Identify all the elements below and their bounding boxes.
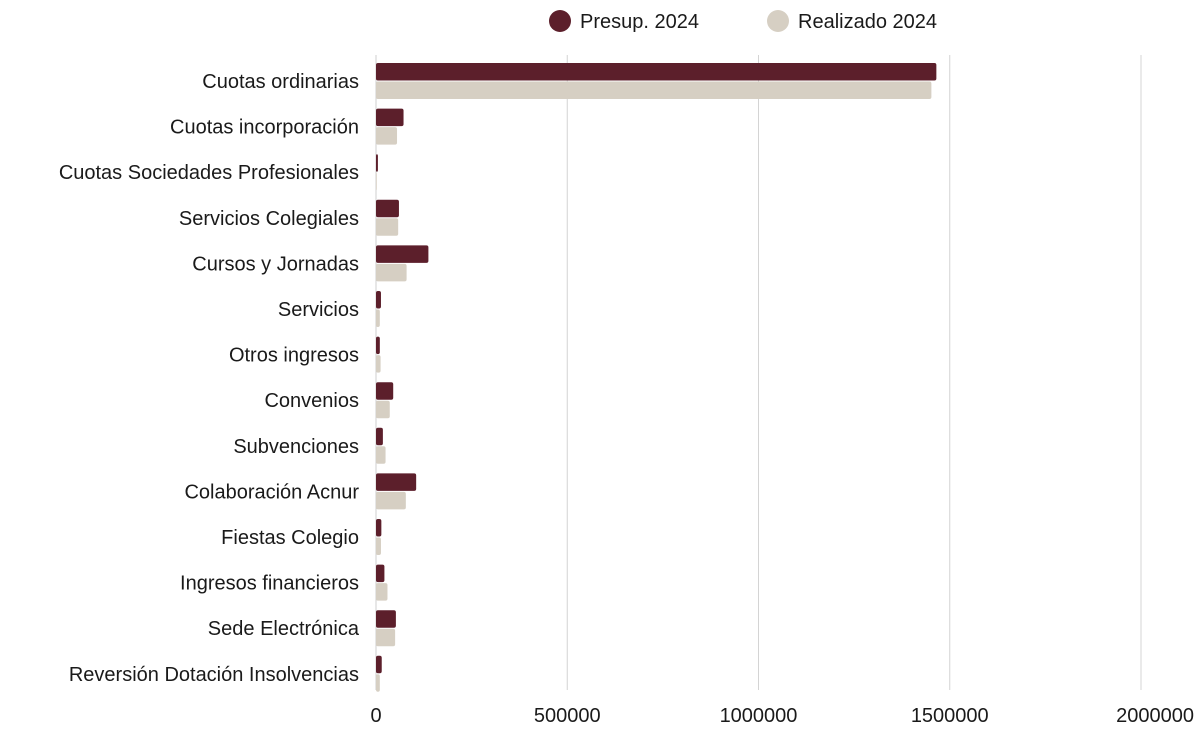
category-label-subvenciones: Subvenciones [233,436,359,458]
legend-label-realizado-2024: Realizado 2024 [798,11,937,33]
bar-realizado-2024-fiestas-colegio [376,537,381,555]
category-label-colaboracion-acnur: Colaboración Acnur [184,481,359,503]
bar-presup-2024-reversion-dotacion-insolvencias [376,655,382,674]
bar-realizado-2024-convenios [376,400,390,419]
bar-realizado-2024-subvenciones [376,446,386,464]
bars [376,63,937,692]
category-label-fiestas-colegio: Fiestas Colegio [221,527,359,549]
category-label-cursos-y-jornadas: Cursos y Jornadas [192,253,359,275]
x-tick-label-1500000: 1500000 [911,705,989,726]
bar-presup-2024-colaboracion-acnur [376,473,417,491]
bar-presup-2024-subvenciones [376,427,383,446]
category-label-otros-ingresos: Otros ingresos [229,345,359,367]
x-tick-label-2000000: 2000000 [1116,705,1194,726]
bar-presup-2024-servicios [376,291,381,309]
bar-realizado-2024-reversion-dotacion-insolvencias [376,674,380,692]
bar-presup-2024-ingresos-financieros [376,564,385,583]
bar-realizado-2024-ingresos-financieros [376,583,388,601]
bar-presup-2024-sede-electronica [376,610,396,628]
bar-presup-2024-cuotas-sociedades-profesionales [376,154,378,172]
bar-realizado-2024-cuotas-incorporacion [376,127,398,145]
category-label-cuotas-sociedades-profesionales: Cuotas Sociedades Profesionales [59,162,359,184]
legend-marker-realizado-2024 [767,10,789,32]
x-axis-ticks: 0 500000 1000000 1500000 2000000 [370,705,1194,727]
legend-marker-presup-2024 [549,10,571,32]
bar-realizado-2024-otros-ingresos [376,355,381,373]
category-label-servicios: Servicios [278,299,359,321]
bar-presup-2024-servicios-colegiales [376,199,399,218]
category-label-sede-electronica: Sede Electrónica [208,618,360,640]
legend: Presup. 2024 Realizado 2024 [549,10,937,33]
category-label-cuotas-incorporacion: Cuotas incorporación [170,117,359,139]
bar-realizado-2024-cuotas-ordinarias [376,81,932,99]
bar-realizado-2024-servicios-colegiales [376,218,399,236]
bar-realizado-2024-colaboracion-acnur [376,491,406,510]
category-label-ingresos-financieros: Ingresos financieros [180,573,359,595]
x-tick-label-1000000: 1000000 [720,705,798,726]
gridlines [375,55,1142,690]
bar-presup-2024-convenios [376,382,394,400]
category-label-cuotas-ordinarias: Cuotas ordinarias [202,71,359,93]
x-tick-label-0: 0 [370,705,381,726]
bar-presup-2024-otros-ingresos [376,336,380,355]
category-label-reversion-dotacion-insolvencias: Reversión Dotación Insolvencias [69,664,359,686]
bar-realizado-2024-cursos-y-jornadas [376,263,407,282]
bar-presup-2024-fiestas-colegio [376,519,382,537]
bar-realizado-2024-sede-electronica [376,628,396,647]
bar-presup-2024-cuotas-ordinarias [376,63,937,81]
bar-presup-2024-cuotas-incorporacion [376,108,404,127]
bar-presup-2024-cursos-y-jornadas [376,245,429,263]
bar-realizado-2024-servicios [376,309,380,327]
x-tick-label-500000: 500000 [534,705,601,726]
legend-label-presup-2024: Presup. 2024 [580,11,699,33]
category-labels: Cuotas ordinarias Cuotas incorporación Cuo… [59,71,360,686]
category-label-servicios-colegiales: Servicios Colegiales [179,208,359,230]
bar-realizado-2024-cuotas-sociedades-profesionales [376,172,377,191]
category-label-convenios: Convenios [264,390,359,412]
